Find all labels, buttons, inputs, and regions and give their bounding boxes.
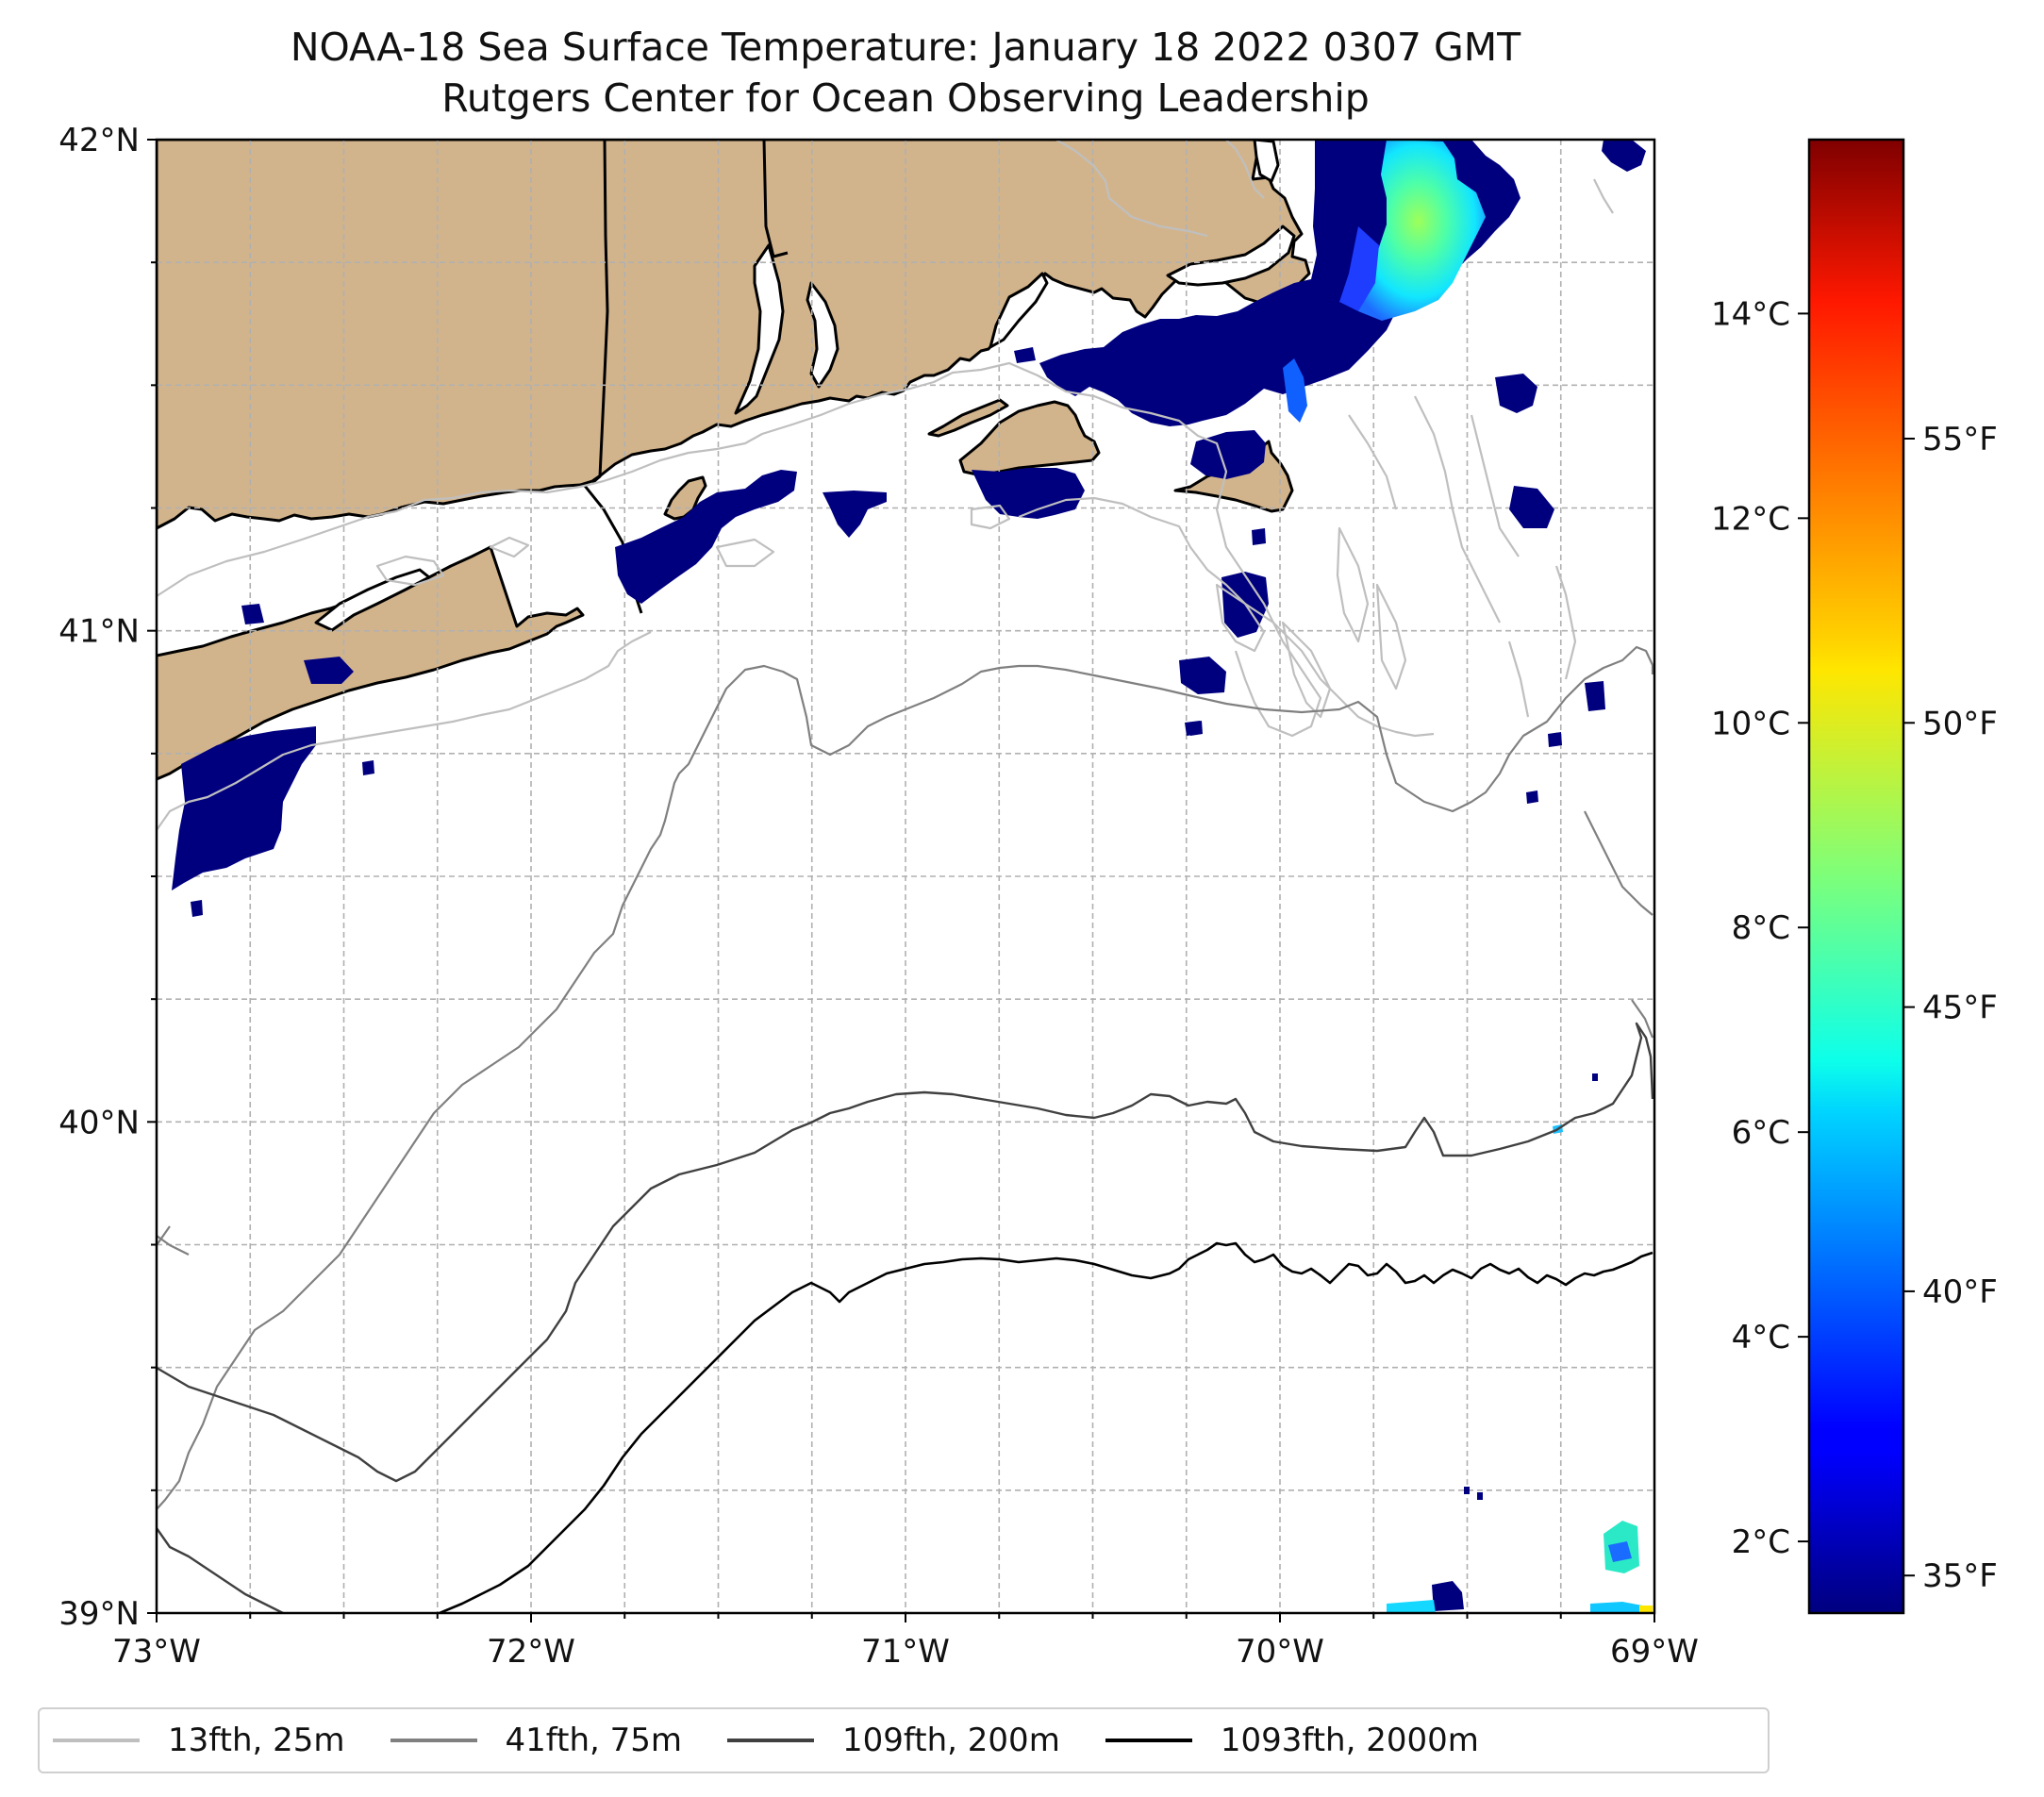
water-inlets (314, 140, 1296, 632)
colorbar-fahrenheit-ticks: 35°F 40°F 45°F 50°F 55°F (1903, 421, 1998, 1595)
colorbar-gradient (1807, 138, 1905, 1615)
sst-patch-south-east-2-core (1608, 1541, 1632, 1562)
sst-patch-small-c (304, 657, 354, 684)
lat-tick-label: 39°N (58, 1595, 140, 1633)
celsius-tick-label: 4°C (1732, 1319, 1790, 1356)
land-martha-vineyard (958, 400, 1101, 477)
lon-tick-label: 69°W (1610, 1633, 1699, 1671)
sst-patch-dot-1 (1464, 1487, 1470, 1494)
sst-patch-small-g (362, 760, 374, 775)
lat-tick-label: 40°N (58, 1104, 140, 1141)
legend-item: 109fth, 200m (714, 1722, 1060, 1759)
fahrenheit-tick-label: 45°F (1922, 990, 1998, 1027)
narragansett-bay (734, 243, 785, 415)
contour-25m (157, 140, 1614, 831)
sst-patch-small-i (1189, 721, 1203, 736)
sst-patch-nantucket-shoals (1190, 430, 1266, 479)
land-block-island (663, 475, 707, 521)
celsius-tick-label: 10°C (1711, 705, 1790, 742)
depth-legend: 13fth, 25m 41fth, 75m 109fth, 200m 1093fth,… (38, 1707, 1770, 1773)
sst-patch-east-shelf (1495, 374, 1537, 413)
legend-label: 109fth, 200m (842, 1722, 1060, 1759)
bathymetry-layer (157, 140, 1654, 1613)
map-title: NOAA-18 Sea Surface Temperature: January… (290, 25, 1521, 70)
latitude-axis: 42°N 41°N 40°N 39°N (58, 122, 157, 1633)
land-layer (157, 140, 1311, 781)
lat-tick-label: 41°N (58, 613, 140, 651)
legend-label: 1093fth, 2000m (1220, 1722, 1479, 1759)
lon-tick-label: 73°W (112, 1633, 201, 1671)
longitude-axis: 73°W 72°W 71°W 70°W 69°W (112, 1613, 1699, 1671)
legend-label: 41fth, 75m (505, 1722, 683, 1759)
legend-line-swatch (53, 1739, 140, 1742)
map-subtitle: Rutgers Center for Ocean Observing Leade… (441, 75, 1370, 121)
sst-patch-ri-sound (823, 491, 887, 538)
sst-patch-gulf-maine-east (1602, 140, 1646, 172)
sst-patch-small-e (1526, 790, 1538, 804)
sst-patch-small-f (1548, 732, 1562, 747)
cape-cod-bay (1166, 225, 1296, 287)
legend-item: 1093fth, 2000m (1092, 1722, 1479, 1759)
ma-ri-border (762, 140, 789, 258)
fahrenheit-tick-label: 35°F (1922, 1557, 1998, 1595)
sst-patch-east-shelf-2 (1509, 486, 1554, 528)
sst-patch-south-east-3 (1590, 1602, 1653, 1613)
cape-cod-hook (1253, 140, 1280, 183)
celsius-tick-label: 2°C (1732, 1523, 1790, 1561)
lon-tick-label: 70°W (1236, 1633, 1324, 1671)
sst-patch-narragansett (615, 470, 797, 604)
map-panel[interactable] (155, 138, 1656, 1615)
sst-patch-small-j (1014, 347, 1036, 363)
sst-patch-south-of-nantucket (1179, 657, 1226, 694)
sst-patch-dot-4 (1592, 1073, 1598, 1081)
sst-patch-dot-2 (1477, 1492, 1483, 1500)
lon-tick-label: 72°W (487, 1633, 575, 1671)
sst-patch-warm-tongue (1351, 140, 1486, 321)
fahrenheit-tick-label: 55°F (1922, 421, 1998, 458)
sst-patch-ny-bight (172, 726, 316, 890)
legend-line-swatch (1105, 1739, 1192, 1742)
colorbar-celsius-ticks: 2°C 4°C 6°C 8°C 10°C 12°C 14°C (1711, 295, 1809, 1561)
legend-line-swatch (727, 1739, 815, 1742)
fahrenheit-tick-label: 40°F (1922, 1273, 1998, 1311)
sst-patch-south-east-1 (1432, 1581, 1464, 1611)
legend-line-swatch (390, 1739, 477, 1742)
contour-200m (157, 1022, 1654, 1613)
contour-2000m (439, 1241, 1653, 1613)
sst-patch-small-d (191, 900, 203, 917)
buzzards-bay (989, 272, 1049, 349)
legend-label: 13fth, 25m (168, 1722, 345, 1759)
ct-ri-border (591, 140, 609, 485)
lon-tick-label: 71°W (861, 1633, 950, 1671)
sst-patch-south-east-1-warm (1387, 1600, 1436, 1613)
celsius-tick-label: 6°C (1732, 1114, 1790, 1152)
land-elizabeth-islands (927, 398, 1009, 438)
celsius-tick-label: 14°C (1711, 295, 1790, 333)
sst-patch-south-east-3-warm (1639, 1606, 1653, 1613)
sst-patch-small-b (241, 604, 264, 624)
celsius-tick-label: 12°C (1711, 500, 1790, 538)
legend-item: 13fth, 25m (40, 1722, 345, 1759)
sst-patch-small-h (1252, 528, 1266, 545)
celsius-tick-label: 8°C (1732, 909, 1790, 947)
sst-patch-warm-streak (1283, 358, 1307, 423)
sst-patch-blue-edge (1339, 226, 1379, 311)
colorbar: 2°C 4°C 6°C 8°C 10°C 12°C 14°C 35°F 40°F 45°F 50°… (1711, 138, 1998, 1615)
fahrenheit-tick-label: 50°F (1922, 705, 1998, 742)
land-long-island (157, 545, 585, 781)
legend-item: 41fth, 75m (377, 1722, 683, 1759)
lat-tick-label: 42°N (58, 122, 140, 159)
contour-75m (157, 645, 1654, 1510)
sst-patch-east-edge (1585, 681, 1605, 711)
